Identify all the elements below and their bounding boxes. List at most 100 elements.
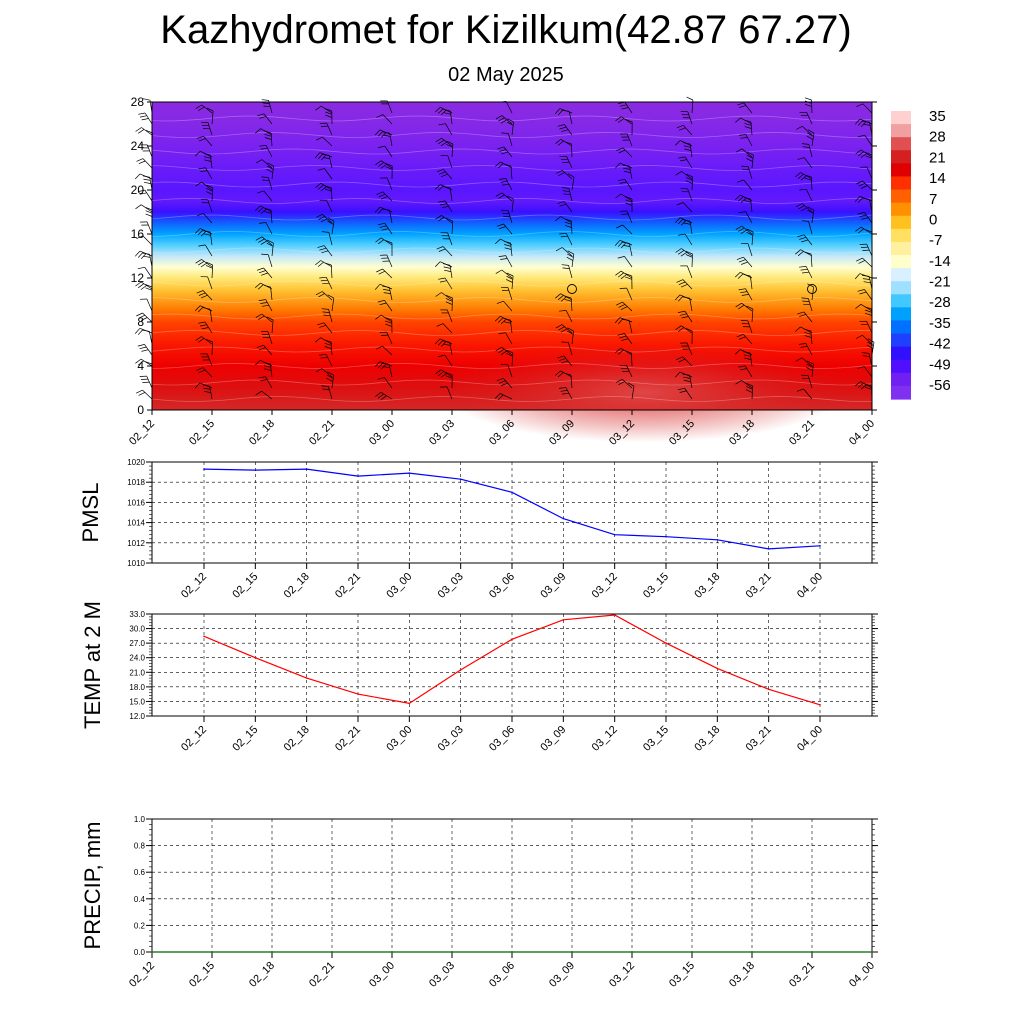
wind-barb-staff xyxy=(320,260,333,268)
isotherm-contour xyxy=(151,115,873,122)
wind-barb-feather xyxy=(807,129,815,134)
wind-barb-feather xyxy=(684,148,692,151)
wind-barb-feather xyxy=(145,287,153,291)
wind-barb xyxy=(315,213,333,224)
x-tick-label: 03_21 xyxy=(744,724,774,754)
wind-barb xyxy=(795,326,813,334)
wind-barb-feather xyxy=(443,343,451,346)
wind-barb-staff xyxy=(570,297,573,312)
wind-barb xyxy=(379,331,393,345)
x-tick-label: 02_15 xyxy=(230,571,260,601)
wind-barb-feather xyxy=(254,360,261,366)
wind-barb-feather xyxy=(677,218,684,225)
wind-barb xyxy=(319,199,333,213)
wind-barb xyxy=(674,217,693,226)
wind-barb-feather xyxy=(625,202,633,206)
wind-barb xyxy=(255,159,273,169)
wind-barb-staff xyxy=(144,189,153,202)
wind-barb-staff xyxy=(268,177,273,191)
y-tick-label: 20 xyxy=(131,183,145,197)
wind-barb xyxy=(321,231,333,246)
wind-barb-feather xyxy=(256,344,264,348)
wind-barb xyxy=(374,283,393,290)
wind-barb-feather xyxy=(621,338,629,341)
wind-barb-staff xyxy=(331,375,334,389)
wind-barb-feather xyxy=(802,146,810,148)
wind-barb-feather xyxy=(676,124,684,129)
wind-barb-staff xyxy=(445,123,453,136)
wind-barb xyxy=(255,313,273,323)
wind-barb-staff xyxy=(386,331,393,345)
colorbar-cell xyxy=(891,241,911,256)
colorbar-label: 21 xyxy=(929,149,946,166)
wind-barb-feather xyxy=(318,153,324,160)
data-point xyxy=(203,635,205,638)
wind-barb-staff xyxy=(622,147,633,158)
wind-barb xyxy=(261,176,273,191)
wind-barb-feather xyxy=(801,220,809,222)
wind-barb-staff xyxy=(265,299,273,312)
wind-barb-feather xyxy=(321,308,329,310)
wind-barb-feather xyxy=(678,358,686,363)
wind-barb-feather xyxy=(680,252,687,257)
colorbar-cell xyxy=(891,307,911,322)
wind-barb-feather xyxy=(377,393,384,399)
colorbar-cell xyxy=(891,215,911,230)
data-point xyxy=(211,951,213,953)
wind-barb-feather xyxy=(435,137,442,143)
wind-barb-staff xyxy=(686,265,693,279)
wind-barb-feather xyxy=(436,323,444,327)
wind-barb-feather xyxy=(317,168,325,171)
wind-barb xyxy=(315,105,333,114)
wind-barb xyxy=(260,330,273,345)
x-tick-label: 03_00 xyxy=(367,960,397,990)
wind-barb xyxy=(196,135,213,147)
wind-barb-feather xyxy=(617,272,624,278)
wind-barb-feather xyxy=(557,140,564,146)
wind-barb-feather xyxy=(314,152,321,159)
wind-barb xyxy=(435,369,453,378)
wind-barb-feather xyxy=(326,377,333,382)
x-tick-label: 03_21 xyxy=(787,960,817,990)
wind-barb-feather xyxy=(555,216,561,222)
wind-barb xyxy=(315,337,333,345)
wind-barb-feather xyxy=(437,371,445,376)
wind-barb-staff xyxy=(862,103,873,114)
wind-barb xyxy=(619,210,633,224)
wind-barb-feather xyxy=(258,376,266,379)
wind-barb-feather xyxy=(563,193,571,196)
wind-barb xyxy=(436,168,453,180)
wind-barb-feather xyxy=(623,171,631,173)
wind-barb-feather xyxy=(618,381,625,386)
wind-barb xyxy=(854,195,873,203)
wind-barb-feather xyxy=(445,372,453,376)
wind-barb-staff xyxy=(260,128,273,136)
wind-barb xyxy=(258,299,273,312)
wind-barb-feather xyxy=(616,224,623,229)
wind-barb-feather xyxy=(856,257,863,262)
wind-barb-feather xyxy=(623,167,631,170)
wind-barb-feather xyxy=(617,118,625,123)
wind-barb-feather xyxy=(863,123,871,126)
wind-barb-staff xyxy=(263,113,273,125)
wind-barb xyxy=(615,378,633,389)
wind-barb-staff xyxy=(265,222,273,235)
wind-barb xyxy=(861,352,873,367)
wind-barb-feather xyxy=(625,196,633,200)
wind-barb-staff xyxy=(142,235,153,246)
wind-barb-staff xyxy=(751,308,754,323)
wind-barb-feather xyxy=(440,173,448,178)
wind-barb-feather xyxy=(795,249,801,255)
wind-barb-staff xyxy=(323,322,333,334)
wind-barb xyxy=(445,372,453,389)
data-point xyxy=(331,951,333,953)
wind-barb-feather xyxy=(497,317,504,323)
wind-barb-staff xyxy=(631,386,635,400)
wind-barb-feather xyxy=(319,199,327,202)
wind-barb xyxy=(561,341,573,356)
wind-barb-staff xyxy=(568,188,573,202)
wind-barb-feather xyxy=(322,388,330,390)
wind-barb-feather xyxy=(434,338,441,345)
wind-barb-feather xyxy=(315,213,323,218)
wind-barb xyxy=(254,282,273,290)
